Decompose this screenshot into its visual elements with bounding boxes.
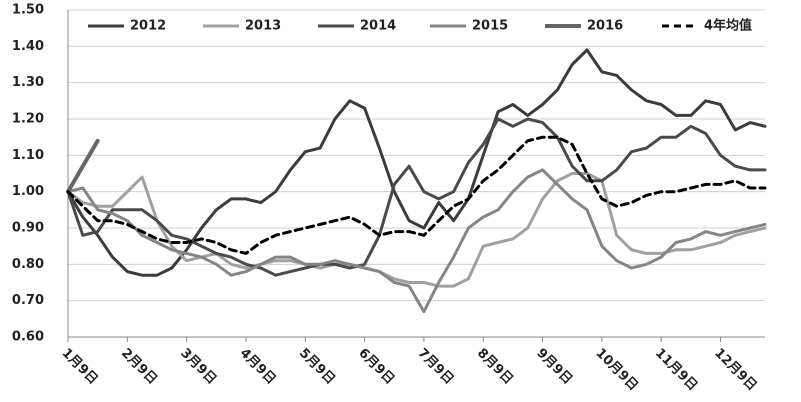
y-tick-label: 1.00 bbox=[12, 184, 44, 199]
series-line bbox=[66, 117, 767, 277]
x-tick-label: 3月9日 bbox=[177, 346, 219, 388]
y-tick-label: 0.90 bbox=[12, 221, 44, 236]
x-tick-label: 4月9日 bbox=[237, 346, 279, 388]
y-tick-label: 1.50 bbox=[12, 3, 44, 18]
y-tick-label: 1.30 bbox=[12, 75, 44, 90]
legend-label: 2014 bbox=[360, 19, 396, 34]
series-line bbox=[66, 168, 767, 314]
y-tick-label: 0.80 bbox=[12, 257, 44, 272]
legend-label: 2013 bbox=[245, 19, 281, 34]
x-tick-label: 9月9日 bbox=[533, 346, 575, 388]
x-tick-label: 8月9日 bbox=[474, 346, 516, 388]
legend-label: 4年均值 bbox=[704, 18, 752, 34]
x-tick-label: 1月9日 bbox=[59, 346, 101, 388]
y-tick-label: 1.20 bbox=[12, 112, 44, 127]
x-tick-label: 2月9日 bbox=[118, 346, 160, 388]
series-line bbox=[66, 135, 767, 255]
x-tick-label: 12月9日 bbox=[711, 346, 759, 394]
x-tick-label: 6月9日 bbox=[355, 346, 397, 388]
y-tick-label: 0.60 bbox=[12, 330, 44, 345]
y-tick-label: 1.40 bbox=[12, 39, 44, 54]
series-line bbox=[66, 138, 100, 194]
legend-label: 2015 bbox=[472, 19, 508, 34]
series-line bbox=[66, 172, 767, 288]
x-tick-label: 5月9日 bbox=[296, 346, 338, 388]
y-tick-label: 1.10 bbox=[12, 148, 44, 163]
x-tick-label: 11月9日 bbox=[652, 346, 700, 394]
legend-label: 2016 bbox=[587, 19, 623, 34]
x-tick-label: 10月9日 bbox=[593, 346, 641, 394]
x-tick-label: 7月9日 bbox=[415, 346, 457, 388]
legend-label: 2012 bbox=[130, 19, 166, 34]
y-tick-label: 0.70 bbox=[12, 293, 44, 308]
